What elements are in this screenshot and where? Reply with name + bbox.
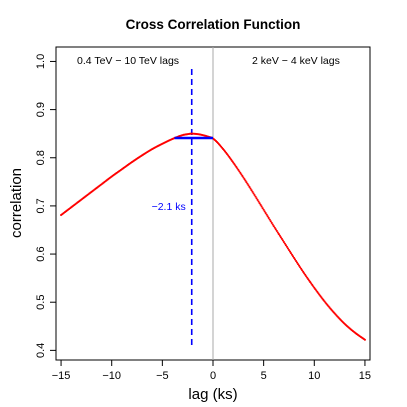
ccf-point <box>250 189 253 192</box>
ccf-point <box>251 190 254 193</box>
ccf-point <box>270 221 273 224</box>
ccf-point <box>240 173 243 176</box>
ccf-point <box>249 187 252 190</box>
ccf-point <box>297 263 300 266</box>
ccf-point <box>273 226 276 229</box>
ccf-point <box>288 250 292 253</box>
ccf-point <box>299 266 302 269</box>
left-annotation: 0.4 TeV − 10 TeV lags <box>77 55 179 67</box>
ccf-point <box>277 233 280 236</box>
ccf-point <box>291 255 295 258</box>
y-tick-label: 0.5 <box>35 295 47 310</box>
ccf-point <box>290 253 294 256</box>
x-tick-label: 10 <box>308 370 320 382</box>
ccf-point <box>298 264 301 267</box>
ccf-point <box>245 181 248 184</box>
ccf-point <box>274 228 277 231</box>
ccf-point <box>285 245 288 248</box>
y-axis-label: correlation <box>8 168 25 238</box>
ccf-point <box>261 207 264 210</box>
ccf-point <box>306 276 309 279</box>
ccf-point <box>248 185 251 189</box>
ccf-point <box>293 258 297 261</box>
ccf-point <box>254 195 257 198</box>
ccf-point <box>281 239 284 242</box>
ccf-point <box>296 261 299 264</box>
x-tick-label: 15 <box>359 370 371 382</box>
ccf-point <box>284 244 287 247</box>
ccf-point <box>266 215 269 218</box>
ccf-point <box>252 192 255 195</box>
ccf-point <box>300 267 303 270</box>
ccf-point <box>265 213 268 216</box>
peak-lag-label: −2.1 ks <box>152 201 186 213</box>
ccf-point <box>302 270 305 273</box>
ccf-point <box>286 247 290 250</box>
ccf-point <box>363 338 366 341</box>
chart-title: Cross Correlation Function <box>126 17 301 32</box>
ccf-point <box>257 200 260 203</box>
ccf-point <box>267 216 270 220</box>
ccf-point <box>263 210 266 213</box>
ccf-point <box>235 165 238 168</box>
ccf-point <box>246 182 249 185</box>
x-tick-label: 0 <box>210 370 216 382</box>
ccf-point <box>275 229 278 232</box>
x-tick-label: 5 <box>261 370 267 382</box>
ccf-point <box>237 168 240 171</box>
ccf-point <box>271 223 274 226</box>
ccf-point <box>236 167 239 170</box>
ccf-point <box>287 248 291 252</box>
ccf-point <box>289 252 293 255</box>
ccf-point <box>241 174 244 178</box>
ccf-point <box>276 231 279 234</box>
ccf-point <box>258 202 261 205</box>
ccf-point <box>253 193 256 197</box>
y-tick-label: 0.9 <box>35 102 47 117</box>
ccf-point <box>304 273 307 276</box>
ccf-point <box>303 272 306 275</box>
ccf-point <box>283 242 286 245</box>
ccf-points <box>60 132 366 341</box>
ccf-point <box>255 197 258 200</box>
ccf-point <box>269 220 272 223</box>
ccf-point <box>256 198 259 201</box>
y-tick-label: 0.6 <box>35 246 47 261</box>
ccf-point <box>234 164 237 167</box>
ccf-point <box>262 208 265 211</box>
ccf-point <box>243 177 246 181</box>
ccf-point <box>295 259 298 263</box>
ccf-point <box>292 256 296 259</box>
y-axis: 0.4 0.5 0.6 0.7 0.8 0.9 1.0 <box>35 54 56 358</box>
ccf-point <box>260 205 263 208</box>
right-annotation: 2 keV − 4 keV lags <box>252 55 340 67</box>
ccf-point <box>259 203 262 206</box>
x-axis-label: lag (ks) <box>188 386 237 403</box>
x-tick-label: −5 <box>156 370 169 382</box>
ccf-point <box>272 225 275 228</box>
ccf-point <box>278 234 281 237</box>
ccf-point <box>238 170 241 173</box>
ccf-point <box>244 179 247 182</box>
ccf-point <box>247 184 250 187</box>
ccf-point <box>279 236 282 239</box>
x-tick-label: −15 <box>52 370 71 382</box>
ccf-point <box>280 237 283 240</box>
ccf-point <box>282 240 285 244</box>
ccf-point <box>264 211 267 215</box>
ccf-point <box>239 171 242 174</box>
ccf-point <box>268 218 271 221</box>
y-tick-label: 0.8 <box>35 150 47 165</box>
ccf-point <box>301 269 304 272</box>
ccf-point <box>242 176 245 179</box>
x-tick-label: −10 <box>102 370 121 382</box>
y-tick-label: 1.0 <box>35 54 47 69</box>
y-tick-label: 0.7 <box>35 198 47 213</box>
y-tick-label: 0.4 <box>35 343 47 358</box>
ccf-point <box>305 275 308 278</box>
x-axis: −15 −10 −5 0 5 10 15 <box>52 360 371 382</box>
